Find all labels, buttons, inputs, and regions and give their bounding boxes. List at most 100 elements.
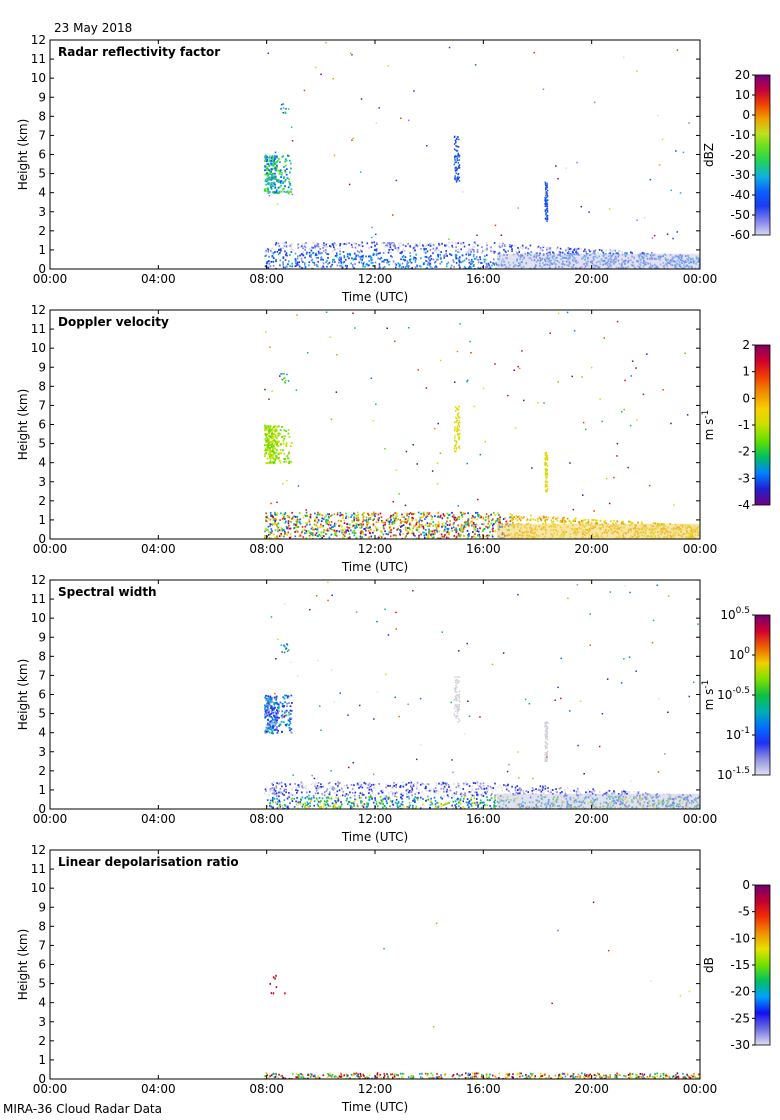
- colorbar-tick-label: -15: [730, 958, 750, 972]
- colorbar-tick-label: 0: [742, 391, 750, 405]
- x-tick-label: 12:00: [358, 272, 393, 286]
- y-tick-label: 11: [31, 52, 46, 66]
- colorbar-tick-label: -10: [730, 128, 750, 142]
- y-tick-label: 1: [38, 783, 46, 797]
- colorbar-unit-label: m s-1: [701, 680, 716, 711]
- y-tick-label: 8: [38, 379, 46, 393]
- colorbar-tick-label: -20: [730, 148, 750, 162]
- x-tick-label: 16:00: [466, 542, 501, 556]
- colorbar-tick-label: -4: [738, 498, 750, 512]
- colorbar: [754, 74, 771, 236]
- x-tick-label: 08:00: [249, 542, 284, 556]
- y-tick-label: 12: [31, 843, 46, 857]
- y-tick-label: 3: [38, 475, 46, 489]
- x-tick-label: 16:00: [466, 272, 501, 286]
- x-tick-label: 12:00: [358, 542, 393, 556]
- plot-frame: [49, 579, 701, 810]
- y-tick-label: 12: [31, 33, 46, 47]
- panel-title: Doppler velocity: [58, 315, 169, 329]
- y-tick-label: 8: [38, 649, 46, 663]
- colorbar-tick-label: -1: [738, 418, 750, 432]
- y-tick-label: 0: [38, 262, 46, 276]
- x-tick-label: 04:00: [141, 272, 176, 286]
- y-tick-label: 9: [38, 360, 46, 374]
- y-tick-label: 1: [38, 243, 46, 257]
- colorbar-tick-label: 0: [742, 878, 750, 892]
- x-axis-label: Time (UTC): [341, 560, 408, 574]
- x-tick-label: 16:00: [466, 1082, 501, 1096]
- radar-echo-field: [264, 41, 700, 269]
- y-tick-label: 11: [31, 592, 46, 606]
- x-tick-label: 00:00: [683, 1082, 718, 1096]
- y-tick-label: 11: [31, 862, 46, 876]
- y-tick-label: 7: [38, 128, 46, 142]
- colorbar-tick-label: 20: [735, 68, 750, 82]
- y-tick-label: 4: [38, 996, 46, 1010]
- y-tick-label: 8: [38, 919, 46, 933]
- x-tick-label: 16:00: [466, 812, 501, 826]
- y-tick-label: 5: [38, 977, 46, 991]
- colorbar-tick-label: 10-0.5: [717, 686, 750, 702]
- colorbar-tick-label: -3: [738, 471, 750, 485]
- y-tick-label: 3: [38, 745, 46, 759]
- x-tick-label: 08:00: [249, 812, 284, 826]
- y-axis-label: Height (km): [16, 929, 30, 1000]
- y-tick-label: 0: [38, 802, 46, 816]
- x-tick-label: 12:00: [358, 812, 393, 826]
- y-tick-label: 10: [31, 881, 46, 895]
- x-tick-label: 00:00: [33, 272, 68, 286]
- y-tick-label: 0: [38, 1072, 46, 1086]
- colorbar-unit-label: dBZ: [702, 143, 716, 167]
- colorbar-tick-label: 100.5: [720, 606, 750, 622]
- panel-title: Linear depolarisation ratio: [58, 855, 239, 869]
- y-tick-label: 2: [38, 494, 46, 508]
- y-tick-label: 10: [31, 71, 46, 85]
- colorbar: [754, 344, 771, 506]
- colorbar-tick-label: -5: [738, 905, 750, 919]
- colorbar-tick-label: 10-1.5: [717, 766, 750, 782]
- x-tick-label: 04:00: [141, 812, 176, 826]
- colorbar: [754, 614, 771, 776]
- x-axis-label: Time (UTC): [341, 290, 408, 304]
- y-tick-label: 4: [38, 726, 46, 740]
- y-tick-label: 0: [38, 532, 46, 546]
- x-axis-label: Time (UTC): [341, 830, 408, 844]
- y-tick-label: 9: [38, 630, 46, 644]
- y-tick-label: 12: [31, 303, 46, 317]
- x-tick-label: 20:00: [574, 542, 609, 556]
- footer-label: MIRA-36 Cloud Radar Data: [3, 1102, 162, 1116]
- x-tick-label: 20:00: [574, 812, 609, 826]
- y-tick-label: 8: [38, 109, 46, 123]
- y-tick-label: 2: [38, 764, 46, 778]
- y-axis-label: Height (km): [16, 659, 30, 730]
- x-tick-label: 00:00: [683, 812, 718, 826]
- colorbar: [754, 884, 771, 1046]
- colorbar-tick-label: -50: [730, 208, 750, 222]
- colorbar-tick-label: -40: [730, 188, 750, 202]
- x-tick-label: 00:00: [33, 542, 68, 556]
- y-tick-label: 5: [38, 167, 46, 181]
- x-axis-label: Time (UTC): [341, 1100, 408, 1114]
- colorbar-unit-label: dB: [702, 957, 716, 973]
- plot-frame: [49, 849, 701, 1080]
- panel-title: Radar reflectivity factor: [58, 45, 220, 59]
- radar-echo-field: [264, 311, 700, 539]
- colorbar-tick-label: -60: [730, 228, 750, 242]
- panel-title: Spectral width: [58, 585, 157, 599]
- y-tick-label: 1: [38, 1053, 46, 1067]
- x-tick-label: 00:00: [33, 812, 68, 826]
- x-tick-label: 00:00: [683, 272, 718, 286]
- y-tick-label: 6: [38, 148, 46, 162]
- x-tick-label: 04:00: [141, 542, 176, 556]
- colorbar-tick-label: 10-1: [726, 726, 750, 742]
- radar-echo-field: [264, 901, 700, 1079]
- y-tick-label: 11: [31, 322, 46, 336]
- y-tick-label: 7: [38, 938, 46, 952]
- x-tick-label: 04:00: [141, 1082, 176, 1096]
- y-tick-label: 2: [38, 1034, 46, 1048]
- y-axis-label: Height (km): [16, 119, 30, 190]
- y-tick-label: 12: [31, 573, 46, 587]
- radar-echo-field: [264, 581, 700, 809]
